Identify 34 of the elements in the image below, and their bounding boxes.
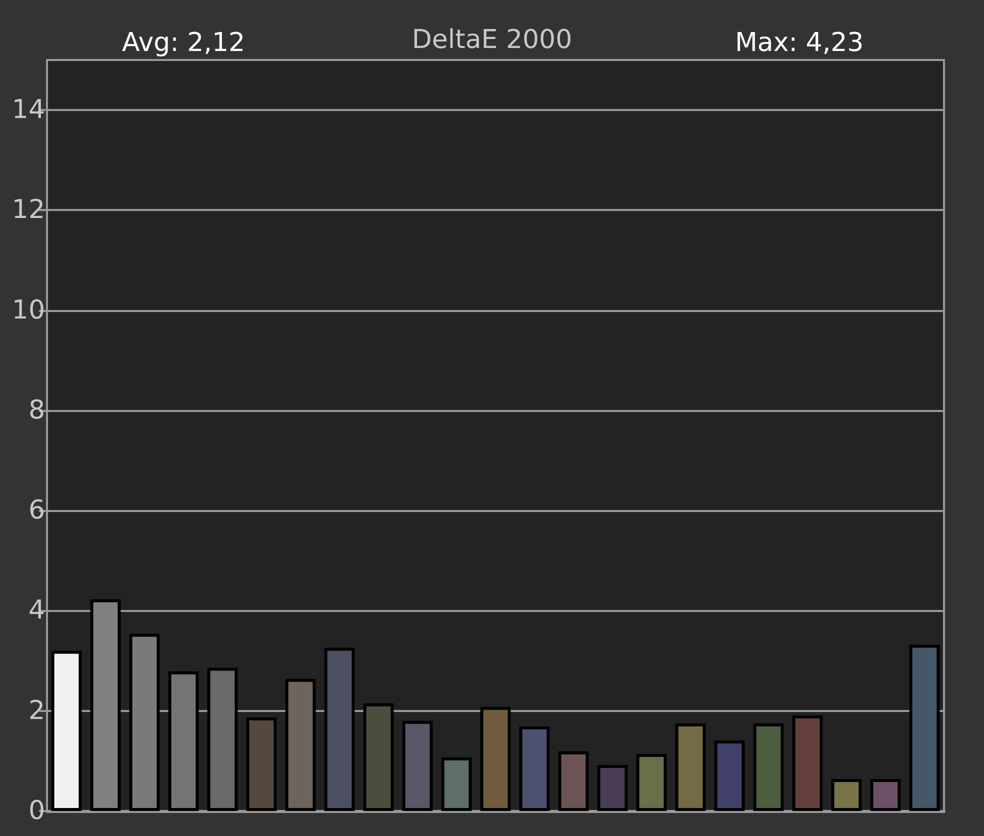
bar xyxy=(129,634,160,811)
bar xyxy=(909,644,940,811)
bar xyxy=(558,751,589,811)
bar xyxy=(753,723,784,811)
bar xyxy=(519,726,550,811)
bar xyxy=(402,720,433,811)
bar xyxy=(480,706,511,811)
y-tick-label: 4 xyxy=(28,596,45,626)
bar xyxy=(90,599,121,811)
y-tick-label: 6 xyxy=(28,496,45,526)
bar xyxy=(675,723,706,811)
chart-title: DeltaE 2000 xyxy=(412,25,572,55)
bar xyxy=(597,764,628,811)
y-tick-label: 8 xyxy=(28,395,45,426)
bar xyxy=(168,671,199,811)
bar xyxy=(363,703,394,811)
bar xyxy=(207,668,238,811)
y-tick-label: 10 xyxy=(12,295,45,326)
bar xyxy=(51,650,82,811)
bar xyxy=(324,648,355,811)
bar xyxy=(441,757,472,811)
text: Avg: 2,12 xyxy=(122,28,246,58)
bar xyxy=(870,778,901,811)
bar xyxy=(714,740,745,811)
bar xyxy=(831,778,862,811)
y-tick-label: 14 xyxy=(12,95,45,126)
text: Max: 4,23 xyxy=(735,28,864,58)
bar xyxy=(636,754,667,811)
y-tick-label: 12 xyxy=(12,195,45,226)
y-tick-label: 0 xyxy=(28,796,45,826)
y-tick-label: 2 xyxy=(28,696,45,726)
bar xyxy=(285,678,316,811)
bar xyxy=(792,715,823,811)
bar xyxy=(246,717,277,811)
